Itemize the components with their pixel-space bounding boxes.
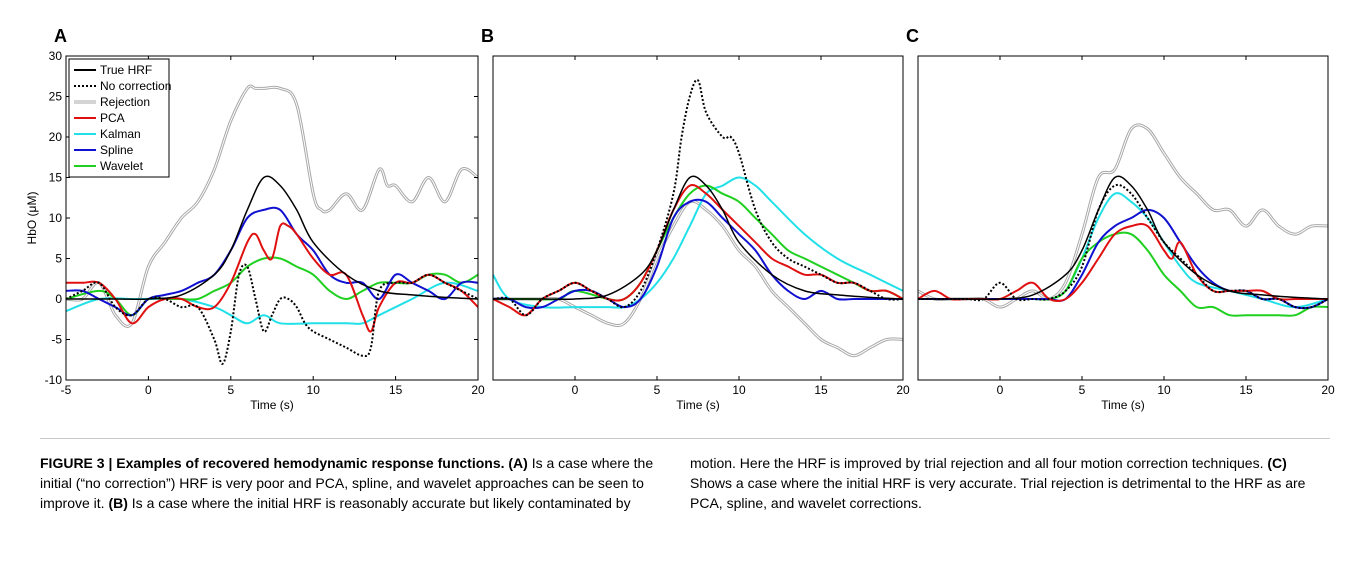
- x-axis-label: Time (s): [1101, 398, 1145, 412]
- series-line-rejection-outer: [918, 123, 1328, 309]
- x-tick-label: 10: [1157, 383, 1171, 397]
- caption-panel-c-text: Shows a case where the initial HRF is ve…: [690, 475, 1306, 511]
- figure-caption: FIGURE 3 | Examples of recovered hemodyn…: [40, 438, 1330, 558]
- legend: True HRF No correction Rejection PCA Kalman S…: [68, 58, 171, 178]
- x-axis-label: Time (s): [676, 398, 720, 412]
- x-tick-label: 15: [814, 383, 828, 397]
- series-line-wavelet: [66, 256, 478, 317]
- x-axis-label: Time (s): [250, 398, 294, 412]
- x-tick-label: 20: [896, 383, 910, 397]
- caption-panel-c-label: (C): [1267, 455, 1287, 471]
- y-axis-label: HbO (μM): [25, 192, 39, 245]
- series-line-no-correction: [66, 263, 478, 365]
- axes-box: [917, 55, 1329, 381]
- y-tick-label: 10: [49, 211, 63, 225]
- x-tick-label: 5: [227, 383, 234, 397]
- series-line-spline: [493, 198, 903, 310]
- series-line-kalman: [918, 192, 1328, 309]
- caption-panel-b-label: (B): [108, 495, 128, 511]
- x-tick-label: 10: [307, 383, 321, 397]
- series-line-kalman: [66, 281, 478, 325]
- y-tick-label: 30: [49, 49, 63, 63]
- legend-label: Spline: [100, 143, 134, 157]
- x-tick-label: -5: [61, 383, 72, 397]
- series-line-kalman: [493, 176, 903, 309]
- legend-label: PCA: [100, 111, 125, 125]
- legend-label: No correction: [100, 79, 171, 93]
- series-line-true-hrf: [493, 175, 903, 301]
- panel-letter: B: [481, 26, 494, 46]
- series-line-true-hrf: [66, 175, 478, 301]
- caption-panel-b-text-cont: motion. Here the HRF is improved by tria…: [690, 455, 1268, 471]
- y-tick-label: 5: [55, 252, 62, 266]
- series-line-pca: [66, 222, 478, 333]
- series-group: [66, 84, 478, 365]
- series-line-pca: [493, 184, 903, 317]
- x-tick-label: 15: [1239, 383, 1253, 397]
- y-tick-label: 20: [49, 130, 63, 144]
- caption-panel-a-label: (A): [508, 455, 528, 471]
- series-line-rejection-outer: [493, 199, 903, 358]
- x-tick-label: 0: [997, 383, 1004, 397]
- series-group: [918, 123, 1328, 317]
- x-tick-label: 15: [389, 383, 403, 397]
- series-group: [493, 78, 903, 358]
- y-tick-label: 0: [55, 292, 62, 306]
- panel-letter: A: [54, 26, 67, 46]
- caption-left-column: FIGURE 3 | Examples of recovered hemodyn…: [40, 453, 660, 513]
- caption-panel-a-text: Is a case where the initial (“no correct…: [40, 455, 654, 511]
- series-line-rejection-inner: [493, 200, 903, 357]
- y-tick-label: -10: [45, 373, 63, 387]
- legend-label: Rejection: [100, 95, 150, 109]
- series-line-spline: [66, 206, 478, 317]
- y-tick-label: -5: [51, 333, 62, 347]
- x-tick-label: 10: [732, 383, 746, 397]
- x-tick-label: 0: [572, 383, 579, 397]
- x-tick-label: 5: [654, 383, 661, 397]
- y-tick-label: 15: [49, 171, 63, 185]
- panel-b: B 0 5 10 15 20 Time (s): [481, 26, 910, 412]
- y-tick-label: 25: [49, 90, 63, 104]
- legend-label: Kalman: [100, 127, 141, 141]
- caption-title: FIGURE 3 | Examples of recovered hemodyn…: [40, 455, 505, 471]
- series-line-rejection-inner: [66, 85, 478, 327]
- x-tick-label: 5: [1079, 383, 1086, 397]
- x-tick-label: 20: [1321, 383, 1335, 397]
- x-tick-label: 20: [471, 383, 485, 397]
- panel-c: C 0 5 10 15 20 Time (s): [906, 26, 1335, 412]
- caption-panel-b-text: Is a case where the initial HRF is reaso…: [127, 495, 631, 511]
- panel-letter: C: [906, 26, 919, 46]
- caption-right-column: motion. Here the HRF is improved by tria…: [690, 453, 1310, 513]
- series-line-wavelet: [918, 231, 1328, 317]
- series-line-pca: [918, 222, 1328, 303]
- axes-box: [492, 55, 904, 381]
- legend-label: True HRF: [100, 63, 152, 77]
- series-line-no-correction: [918, 183, 1328, 310]
- x-tick-label: 0: [145, 383, 152, 397]
- series-line-no-correction: [493, 78, 903, 317]
- legend-label: Wavelet: [100, 159, 144, 173]
